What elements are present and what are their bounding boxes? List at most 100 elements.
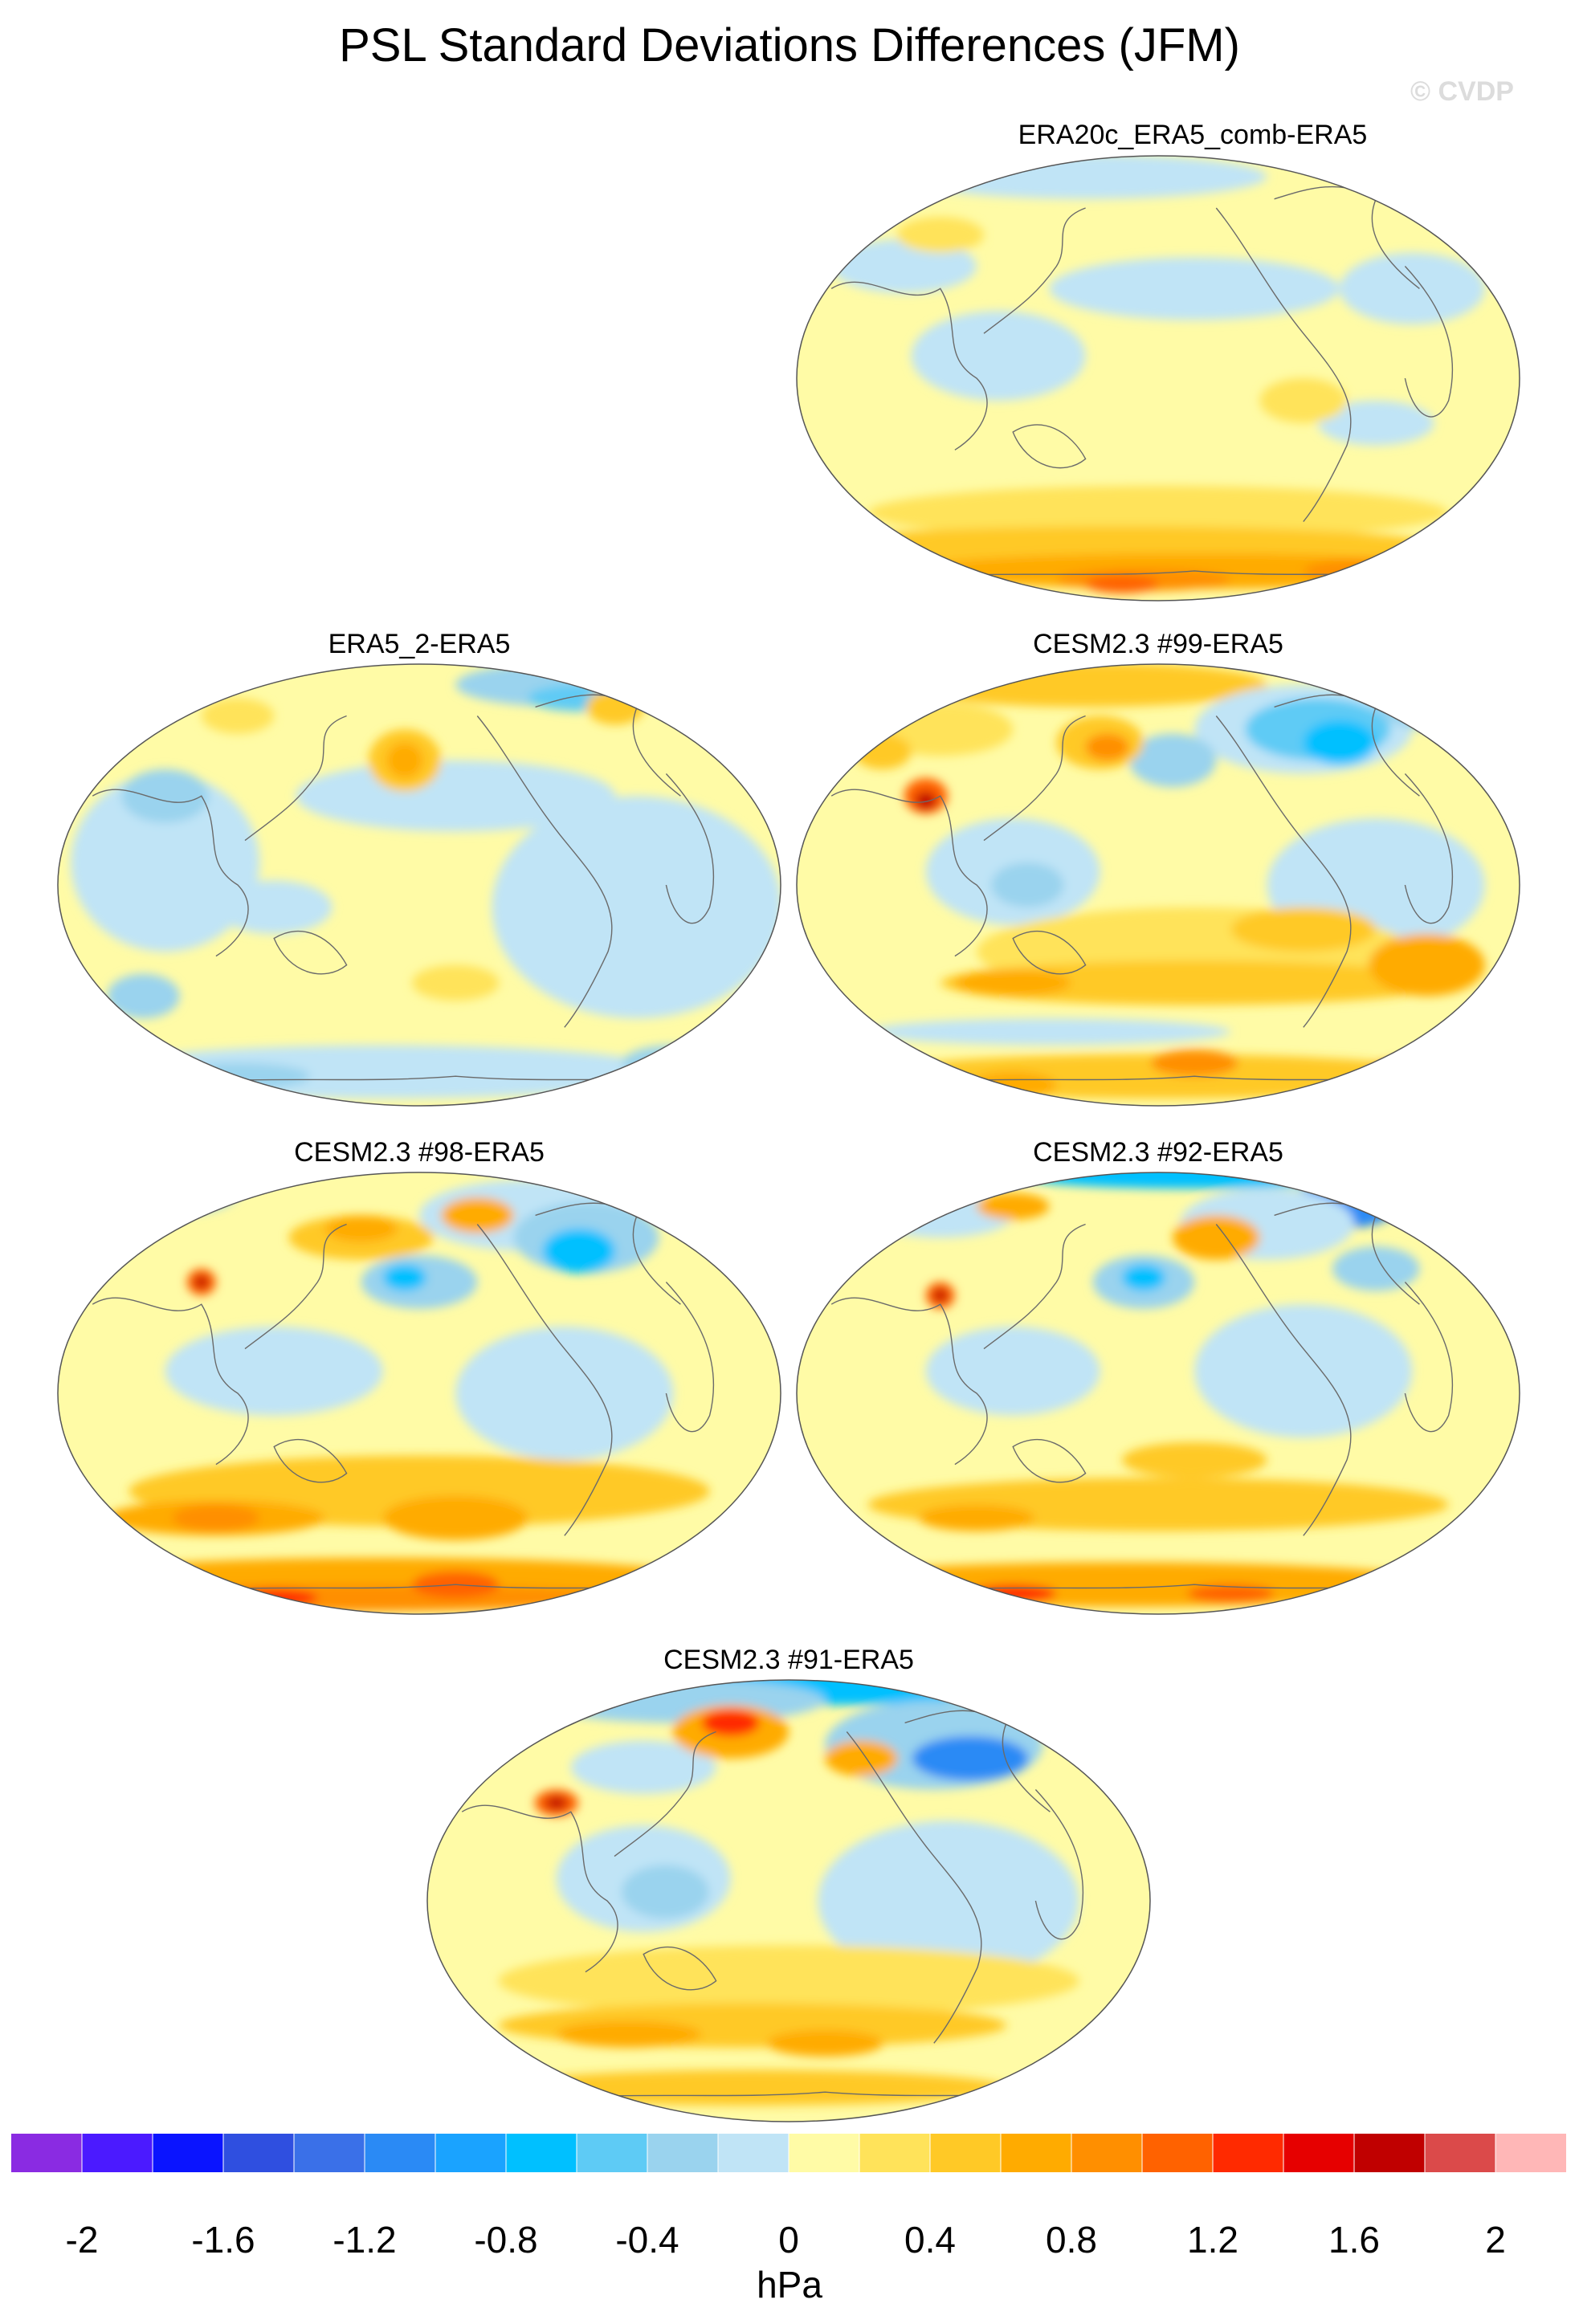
anomaly-region [545, 1796, 568, 1810]
anomaly-region [1369, 1058, 1456, 1086]
anomaly-region [1187, 1584, 1275, 1603]
coastline [1012, 1438, 1087, 1483]
colorbar-segment [365, 2134, 436, 2172]
colorbar-segment [1425, 2134, 1496, 2172]
anomaly-region [925, 1326, 1100, 1416]
anomaly-region [1340, 252, 1485, 325]
anomaly-region [230, 1588, 318, 1607]
map-panel-cesm98 [57, 1172, 781, 1615]
anomaly-region [825, 1740, 898, 1776]
colorbar-tick-label: -1.2 [333, 2219, 397, 2261]
anomaly-region [867, 485, 1449, 540]
anomaly-region [622, 1865, 709, 1919]
anomaly-region [1332, 1246, 1420, 1291]
anomaly-region [324, 1215, 398, 1242]
colorbar-tick-label: 1.6 [1328, 2219, 1380, 2261]
cvdp-watermark: © CVDP [1410, 76, 1514, 107]
colorbar-tick-label: -0.4 [615, 2219, 679, 2261]
anomaly-region [818, 1820, 1079, 1981]
colorbar-segment [577, 2134, 648, 2172]
coastline [665, 773, 714, 924]
anomaly-region [194, 1275, 209, 1289]
colorbar-segment [647, 2134, 719, 2172]
anomaly-region [1317, 400, 1434, 446]
colorbar-tick-label: 1.2 [1187, 2219, 1238, 2261]
map-panel-cesm92 [796, 1172, 1520, 1615]
map-panel-cesm91 [426, 1679, 1151, 2122]
coastline [830, 281, 988, 451]
colorbar-segment [11, 2134, 83, 2172]
anomaly-region [71, 773, 260, 952]
anomaly-region [954, 969, 1071, 997]
coastline [244, 1223, 347, 1350]
colorbar-segment [223, 2134, 295, 2172]
coastline [983, 1223, 1086, 1350]
anomaly-region [1150, 1049, 1238, 1077]
map-outline [426, 1679, 1151, 2122]
anomaly-region [1303, 559, 1420, 582]
map-outline [796, 1172, 1520, 1615]
panel-title-cesm98: CESM2.3 #98-ERA5 [294, 1137, 545, 1168]
anomaly-region [215, 880, 333, 934]
coastline [830, 789, 988, 957]
coastline [1034, 1789, 1083, 1940]
coastline [1215, 1224, 1352, 1536]
anomaly-region [969, 1584, 1057, 1603]
anomaly-region [918, 1504, 1035, 1531]
coastline [614, 1731, 716, 1857]
anomaly-region [977, 1193, 1050, 1220]
panel-title-cesm92: CESM2.3 #92-ERA5 [1033, 1137, 1283, 1168]
panel-title-era5-2: ERA5_2-ERA5 [328, 629, 511, 659]
colorbar-tick-label: 0 [778, 2219, 799, 2261]
anomaly-region [382, 1264, 427, 1291]
anomaly-region [386, 742, 423, 779]
anomaly-region [1303, 720, 1377, 765]
coastline [244, 715, 347, 842]
anomaly-region [92, 1172, 239, 1216]
anomaly-region [831, 239, 977, 293]
map-background [797, 156, 1520, 601]
colorbar-tick-label: -2 [65, 2219, 99, 2261]
map-panel-era5-2 [57, 663, 781, 1107]
anomaly-region [92, 1045, 674, 1099]
colorbar-segment [718, 2134, 790, 2172]
anomaly-region [1049, 257, 1340, 320]
anomaly-region [570, 1740, 716, 1795]
anomaly-region [915, 791, 937, 809]
map-background [797, 1172, 1520, 1614]
coastline [665, 1282, 714, 1433]
colorbar-segment [435, 2134, 507, 2172]
colorbar-tick-label: 0.4 [904, 2219, 956, 2261]
colorbar-tick-label: -1.6 [191, 2219, 255, 2261]
anomaly-region [1230, 907, 1377, 952]
anomaly-region [1259, 378, 1348, 423]
coastline [1215, 716, 1352, 1028]
anomaly-region [1128, 733, 1217, 788]
anomaly-region [1085, 575, 1158, 593]
anomaly-region [853, 733, 912, 769]
panel-title-cesm99: CESM2.3 #99-ERA5 [1033, 629, 1283, 659]
anomaly-region [1085, 733, 1129, 760]
coastline [476, 1224, 613, 1536]
anomaly-region [991, 862, 1064, 907]
coastline [846, 1731, 982, 2044]
anomaly-region [107, 973, 180, 1019]
anomaly-region [441, 1197, 514, 1233]
anomaly-region [940, 960, 1449, 1005]
colorbar-segment [82, 2134, 153, 2172]
coastline [1215, 207, 1352, 523]
map-outline [57, 1172, 781, 1615]
anomaly-region [556, 2020, 702, 2048]
anomaly-region [411, 964, 500, 1001]
coastline [1404, 773, 1453, 924]
coastline [830, 1297, 988, 1466]
map-panel-era20c [796, 155, 1520, 601]
anomaly-region [542, 1229, 616, 1274]
anomaly-region [534, 1680, 826, 1723]
panel-title-era20c: ERA20c_ERA5_comb-ERA5 [1018, 120, 1368, 150]
anomaly-region [492, 796, 781, 1019]
colorbar-tick-label: 0.8 [1046, 2219, 1097, 2261]
coastline [461, 1804, 618, 1973]
colorbar-segment [859, 2134, 931, 2172]
anomaly-region [1369, 933, 1485, 997]
